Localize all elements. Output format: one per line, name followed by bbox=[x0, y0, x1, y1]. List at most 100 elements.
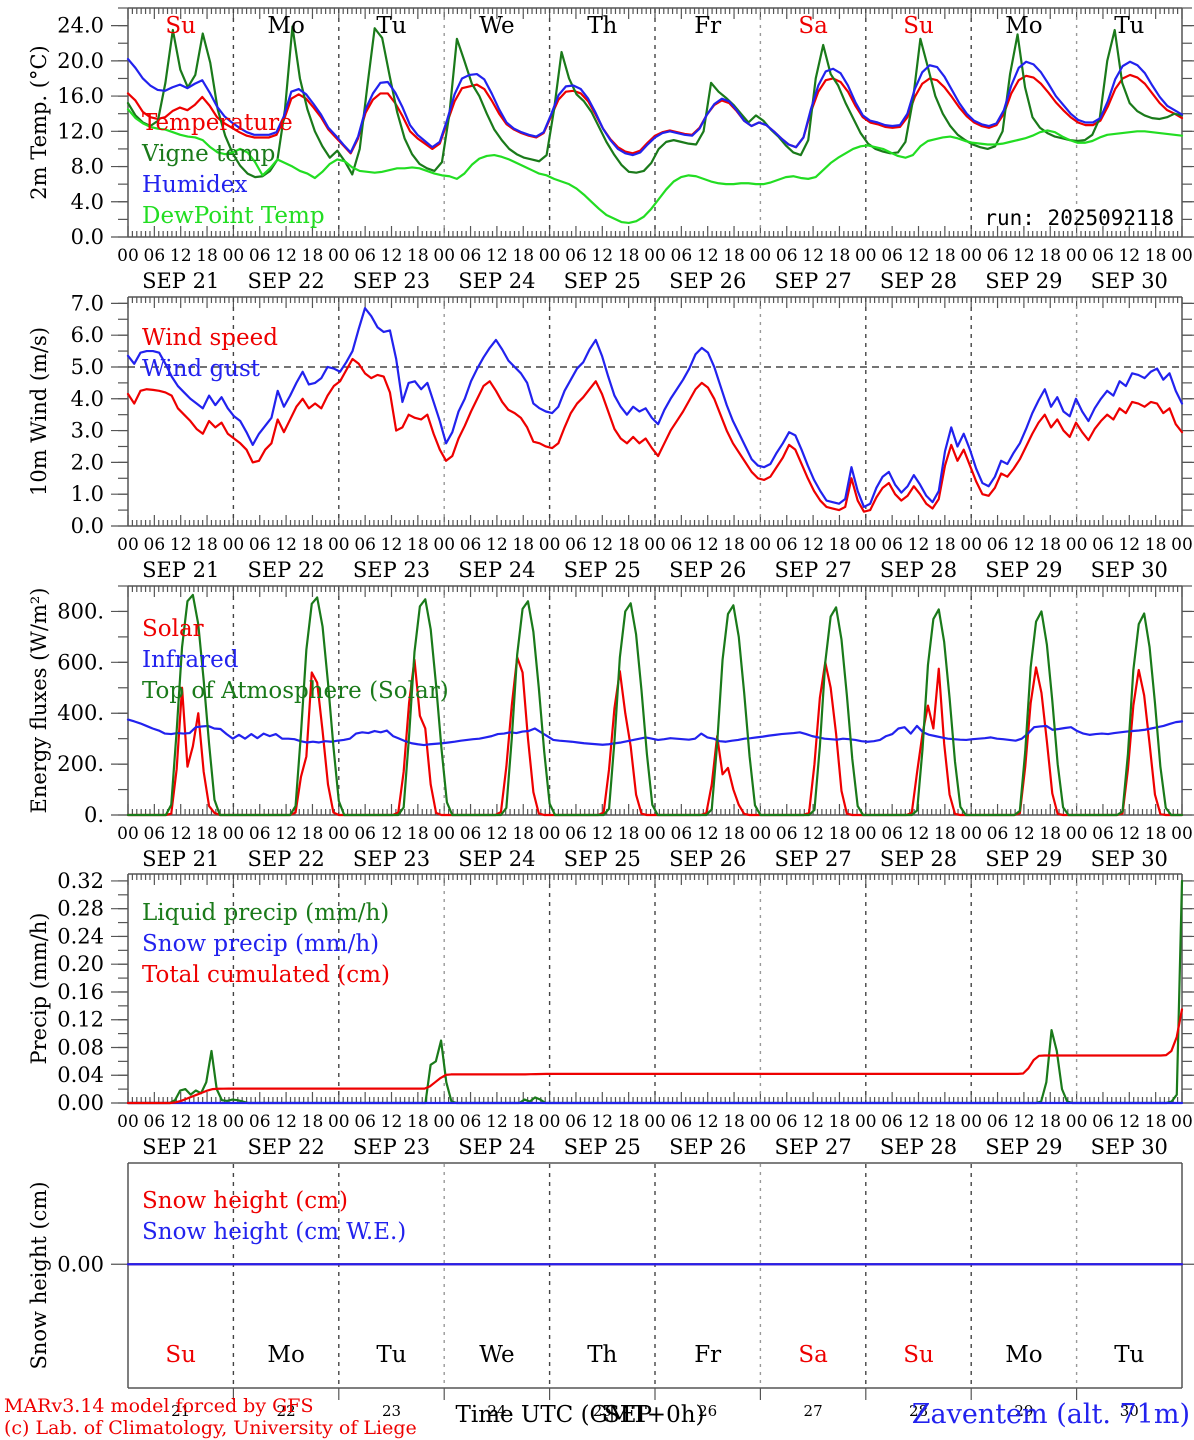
y-tick-label: 7.0 bbox=[71, 291, 104, 315]
panel-snow_height: 0.00 Snow height (cm) Snow height (cm W.E.… bbox=[57, 1162, 1194, 1420]
x-day-label: SEP 22 bbox=[247, 1135, 324, 1159]
weekday-label: Mo bbox=[267, 13, 304, 39]
x-hour-label: 18 bbox=[407, 1112, 429, 1132]
x-hour-label: 12 bbox=[908, 824, 930, 844]
legend-label: Total cumulated (cm) bbox=[142, 962, 390, 988]
x-hour-label: 00 bbox=[644, 535, 666, 555]
x-day-number: 26 bbox=[698, 1402, 717, 1420]
legend-label: Snow height (cm W.E.) bbox=[142, 1219, 406, 1245]
x-axis-title: Time UTC (GMT+0h) bbox=[456, 1402, 705, 1428]
x-hour-label: 12 bbox=[170, 1112, 192, 1132]
run-label: run: 2025092118 bbox=[984, 206, 1174, 230]
x-hour-label: 06 bbox=[671, 246, 693, 266]
y-axis-label: 10m Wind (m/s) bbox=[27, 327, 51, 496]
y-tick-label: 5.0 bbox=[71, 355, 104, 379]
x-hour-label: 06 bbox=[987, 535, 1009, 555]
x-day-label: SEP 23 bbox=[353, 269, 430, 293]
x-hour-label: 06 bbox=[144, 246, 166, 266]
x-day-label: SEP 29 bbox=[985, 558, 1062, 582]
x-hour-label: 18 bbox=[302, 1112, 324, 1132]
y-tick-label: 800. bbox=[57, 599, 104, 623]
legend-label: Liquid precip (mm/h) bbox=[142, 900, 389, 926]
weekday-label: Th bbox=[587, 1342, 617, 1368]
x-hour-label: 12 bbox=[381, 246, 403, 266]
x-hour-label: 06 bbox=[1092, 1112, 1114, 1132]
series-line bbox=[126, 593, 1184, 817]
x-hour-label: 06 bbox=[776, 246, 798, 266]
x-hour-label: 12 bbox=[697, 246, 719, 266]
x-hour-label: 18 bbox=[1039, 535, 1061, 555]
x-hour-label: 00 bbox=[328, 535, 350, 555]
x-hour-label: 18 bbox=[196, 1112, 218, 1132]
x-day-label: SEP 30 bbox=[1091, 847, 1168, 871]
y-tick-label: 0.0 bbox=[71, 514, 104, 538]
x-hour-label: 12 bbox=[697, 824, 719, 844]
x-hour-label: 00 bbox=[433, 535, 455, 555]
x-hour-label: 12 bbox=[275, 1112, 297, 1132]
weekday-label: Sa bbox=[798, 1342, 828, 1368]
x-hour-label: 00 bbox=[750, 246, 772, 266]
x-hour-label: 18 bbox=[618, 1112, 640, 1132]
y-tick-label: 8.0 bbox=[71, 155, 104, 179]
x-hour-label: 12 bbox=[802, 824, 824, 844]
x-day-label: SEP 28 bbox=[880, 1135, 957, 1159]
x-day-label: SEP 22 bbox=[247, 269, 324, 293]
x-day-label: SEP 22 bbox=[247, 558, 324, 582]
x-hour-label: 12 bbox=[908, 246, 930, 266]
weekday-label: Su bbox=[903, 13, 934, 39]
x-hour-label: 00 bbox=[223, 1112, 245, 1132]
x-day-label: SEP 26 bbox=[669, 847, 746, 871]
weekday-label: Tu bbox=[1114, 1342, 1144, 1368]
x-hour-label: 00 bbox=[1066, 824, 1088, 844]
x-hour-label: 00 bbox=[223, 246, 245, 266]
x-hour-label: 06 bbox=[776, 535, 798, 555]
x-hour-label: 00 bbox=[117, 824, 139, 844]
x-hour-label: 06 bbox=[460, 535, 482, 555]
weekday-label: We bbox=[479, 13, 514, 39]
series-line bbox=[126, 57, 1184, 157]
series-line bbox=[126, 1008, 1184, 1105]
x-hour-label: 18 bbox=[407, 824, 429, 844]
x-hour-label: 18 bbox=[1039, 246, 1061, 266]
x-hour-label: 00 bbox=[1171, 1112, 1193, 1132]
x-hour-label: 06 bbox=[249, 535, 271, 555]
y-axis-label: Snow height (cm) bbox=[27, 1181, 51, 1369]
x-hour-label: 00 bbox=[117, 1112, 139, 1132]
weekday-label: Th bbox=[587, 13, 617, 39]
y-tick-label: 2.0 bbox=[71, 450, 104, 474]
x-hour-label: 00 bbox=[855, 246, 877, 266]
x-hour-label: 06 bbox=[460, 824, 482, 844]
y-tick-label: 0.0 bbox=[71, 225, 104, 249]
x-hour-label: 18 bbox=[1145, 246, 1167, 266]
x-hour-label: 06 bbox=[881, 246, 903, 266]
series-line bbox=[126, 307, 1184, 509]
x-hour-label: 12 bbox=[486, 535, 508, 555]
x-hour-label: 12 bbox=[1118, 535, 1140, 555]
weekday-label: Su bbox=[165, 13, 196, 39]
x-day-label: SEP 28 bbox=[880, 558, 957, 582]
weekday-label: Fr bbox=[694, 1342, 721, 1368]
x-axis-title-overlap: SEP bbox=[604, 1402, 652, 1428]
x-hour-label: 12 bbox=[591, 246, 613, 266]
y-tick-label: 24.0 bbox=[57, 14, 104, 38]
x-hour-label: 18 bbox=[829, 246, 851, 266]
x-hour-label: 18 bbox=[1039, 824, 1061, 844]
legend-label: Wind gust bbox=[142, 356, 261, 382]
x-day-number: 29 bbox=[1014, 1402, 1033, 1420]
x-day-label: SEP 29 bbox=[985, 847, 1062, 871]
x-hour-label: 12 bbox=[1013, 1112, 1035, 1132]
y-tick-label: 0.04 bbox=[57, 1063, 104, 1087]
x-hour-label: 12 bbox=[591, 824, 613, 844]
weekday-label: Tu bbox=[376, 1342, 406, 1368]
y-tick-label: 4.0 bbox=[71, 190, 104, 214]
x-day-label: SEP 23 bbox=[353, 1135, 430, 1159]
x-hour-label: 18 bbox=[618, 535, 640, 555]
x-hour-label: 12 bbox=[275, 246, 297, 266]
x-hour-label: 06 bbox=[881, 1112, 903, 1132]
x-day-label: SEP 28 bbox=[880, 847, 957, 871]
x-hour-label: 18 bbox=[1145, 1112, 1167, 1132]
x-hour-label: 06 bbox=[144, 824, 166, 844]
y-tick-label: 0.28 bbox=[57, 897, 104, 921]
x-day-label: SEP 26 bbox=[669, 1135, 746, 1159]
